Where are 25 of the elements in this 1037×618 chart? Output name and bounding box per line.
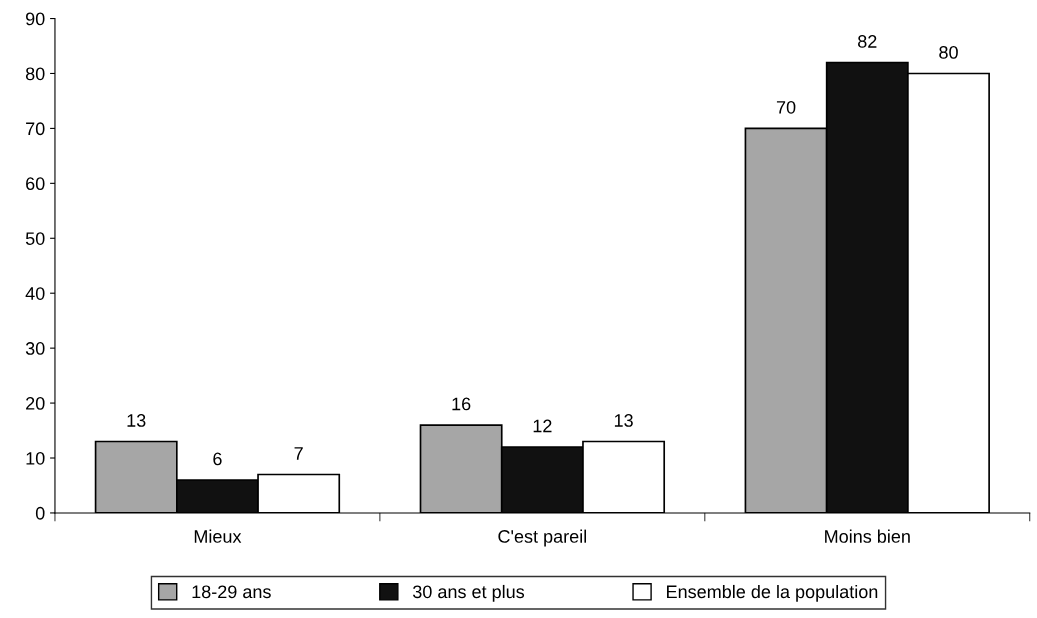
legend-label: 18-29 ans bbox=[192, 585, 271, 599]
y-tick-label: 80 bbox=[25, 67, 45, 81]
data-label: 70 bbox=[776, 100, 796, 114]
data-label: 7 bbox=[294, 447, 303, 460]
y-tick-label: 20 bbox=[26, 397, 45, 410]
y-tick-label: 50 bbox=[25, 232, 45, 245]
data-label: 80 bbox=[939, 46, 958, 59]
y-tick-label: 10 bbox=[26, 451, 45, 465]
y-tick-label: 70 bbox=[26, 122, 45, 136]
y-tick-label: 40 bbox=[25, 287, 45, 300]
data-label: 16 bbox=[452, 397, 471, 411]
data-label: 82 bbox=[858, 35, 877, 48]
y-tick-label: 60 bbox=[26, 177, 45, 191]
x-tick-label: Moins bien bbox=[825, 529, 910, 543]
data-label: 13 bbox=[614, 414, 633, 427]
x-tick-label: C'est pareil bbox=[498, 529, 587, 547]
y-tick-label: 90 bbox=[26, 12, 45, 26]
legend-label: 30 ans et plus bbox=[412, 584, 525, 602]
x-tick-label: Mieux bbox=[194, 529, 242, 543]
data-label: 13 bbox=[127, 414, 146, 427]
data-label: 6 bbox=[213, 452, 222, 466]
legend-label: Ensemble de la population bbox=[667, 584, 878, 602]
data-label: 12 bbox=[533, 419, 552, 433]
y-tick-label: 0 bbox=[35, 506, 45, 520]
y-tick-label: 30 bbox=[25, 342, 45, 355]
